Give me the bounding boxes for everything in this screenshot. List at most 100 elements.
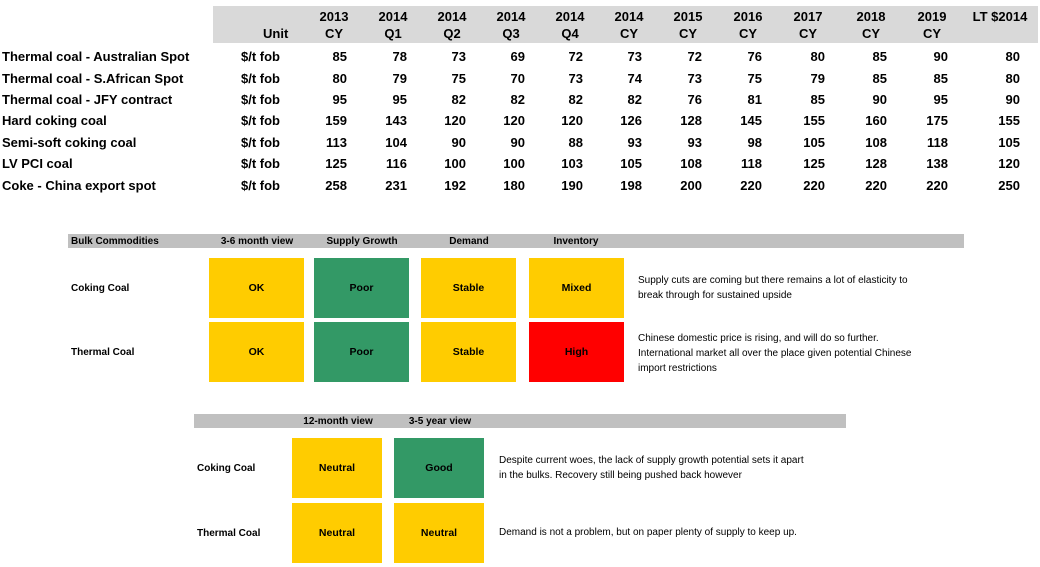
table-value: 100 (503, 156, 525, 171)
table-value: 73 (451, 49, 466, 64)
matrix1-header-band (68, 234, 964, 248)
table-value: 105 (620, 156, 642, 171)
table-value: 85 (933, 71, 948, 86)
table-value: 190 (561, 178, 583, 193)
rating-cell: OK (209, 258, 304, 318)
table-value: 90 (933, 49, 948, 64)
matrix1-comment: Chinese domestic price is rising, and wi… (638, 331, 912, 376)
table-value: 108 (680, 156, 702, 171)
table-value: 155 (803, 113, 825, 128)
table-value: 82 (568, 92, 583, 107)
table-value: 125 (803, 156, 825, 171)
column-header-line1: 2014 (496, 9, 526, 24)
matrix1-column-header: Demand (449, 236, 489, 247)
matrix1-corner-label: Bulk Commodities (71, 236, 159, 247)
table-value: 198 (620, 178, 642, 193)
rating-cell: OK (209, 322, 304, 382)
matrix2-row-label: Thermal Coal (197, 528, 261, 539)
table-value: 105 (803, 135, 825, 150)
table-value: 79 (392, 71, 407, 86)
table-value: 180 (503, 178, 525, 193)
table-value: 220 (926, 178, 948, 193)
table-value: 85 (872, 49, 887, 64)
table-value: 95 (392, 92, 407, 107)
column-header-line1: 2014 (555, 9, 585, 24)
column-header-line1: 2018 (856, 9, 886, 24)
column-header-line1: LT $2014 (972, 9, 1028, 24)
table-value: 85 (332, 49, 347, 64)
outlook-cell: Neutral (292, 438, 382, 498)
table-value: 88 (568, 135, 583, 150)
header-band (213, 6, 1038, 43)
table-value: 120 (561, 113, 583, 128)
table-value: 72 (568, 49, 583, 64)
table-value: 95 (933, 92, 948, 107)
column-header-line1: 2017 (793, 9, 823, 24)
table-value: 138 (926, 156, 948, 171)
matrix2-row-label: Coking Coal (197, 463, 256, 474)
matrix2-column-header: 3-5 year view (408, 416, 472, 427)
table-value: 128 (680, 113, 702, 128)
column-header-line2: CY (678, 26, 698, 41)
table-value: 80 (1005, 49, 1020, 64)
row-label: Coke - China export spot (2, 178, 156, 193)
row-label: Thermal coal - JFY contract (2, 92, 173, 107)
column-header-line2: CY (798, 26, 818, 41)
table-value: 90 (451, 135, 466, 150)
table-value: 118 (741, 156, 762, 171)
matrix1-comment: Supply cuts are coming but there remains… (638, 273, 908, 303)
matrix1-row-label: Thermal Coal (71, 347, 135, 358)
rating-cell: Poor (314, 258, 409, 318)
row-unit: $/t fob (241, 156, 280, 171)
rating-cell: Stable (421, 322, 516, 382)
table-value: 76 (687, 92, 702, 107)
row-unit: $/t fob (241, 135, 280, 150)
column-header-line2: Q3 (502, 26, 520, 41)
table-value: 220 (740, 178, 762, 193)
table-value: 125 (325, 156, 347, 171)
row-unit: $/t fob (241, 178, 280, 193)
table-value: 192 (444, 178, 466, 193)
table-value: 82 (451, 92, 466, 107)
table-value: 90 (1005, 92, 1020, 107)
matrix1-row-label: Coking Coal (71, 283, 130, 294)
column-header-line2: CY (738, 26, 758, 41)
table-value: 93 (627, 135, 642, 150)
rating-cell: Mixed (529, 258, 624, 318)
table-value: 80 (1005, 71, 1020, 86)
matrix2-comment: Despite current woes, the lack of supply… (499, 453, 804, 483)
column-header-line2: Q2 (443, 26, 461, 41)
table-value: 81 (747, 92, 762, 107)
table-value: 116 (386, 156, 407, 171)
outlook-cell: Neutral (394, 503, 484, 563)
row-label: Thermal coal - S.African Spot (2, 71, 184, 86)
column-header-line2: CY (619, 26, 639, 41)
table-value: 72 (687, 49, 702, 64)
row-label: LV PCI coal (2, 156, 73, 171)
matrix2-column-header: 12-month view (303, 416, 373, 427)
outlook-cell: Good (394, 438, 484, 498)
table-value: 145 (740, 113, 762, 128)
table-value: 95 (332, 92, 347, 107)
rating-cell: Poor (314, 322, 409, 382)
table-value: 79 (810, 71, 825, 86)
table-value: 93 (687, 135, 702, 150)
table-value: 73 (687, 71, 702, 86)
matrix1-column-header: Inventory (553, 236, 599, 247)
column-header-line1: 2013 (319, 9, 349, 24)
rating-cell: High (529, 322, 624, 382)
row-unit: $/t fob (241, 113, 280, 128)
table-value: 120 (998, 156, 1020, 171)
row-unit: $/t fob (241, 49, 280, 64)
table-value: 69 (510, 49, 525, 64)
table-value: 73 (627, 49, 642, 64)
table-value: 250 (998, 178, 1020, 193)
table-value: 108 (865, 135, 887, 150)
table-value: 75 (451, 71, 466, 86)
column-header-line2: CY (861, 26, 881, 41)
table-value: 160 (865, 113, 887, 128)
outlook-cell: Neutral (292, 503, 382, 563)
table-value: 104 (385, 135, 407, 150)
table-value: 155 (998, 113, 1020, 128)
column-header-line2: Q4 (561, 26, 579, 41)
